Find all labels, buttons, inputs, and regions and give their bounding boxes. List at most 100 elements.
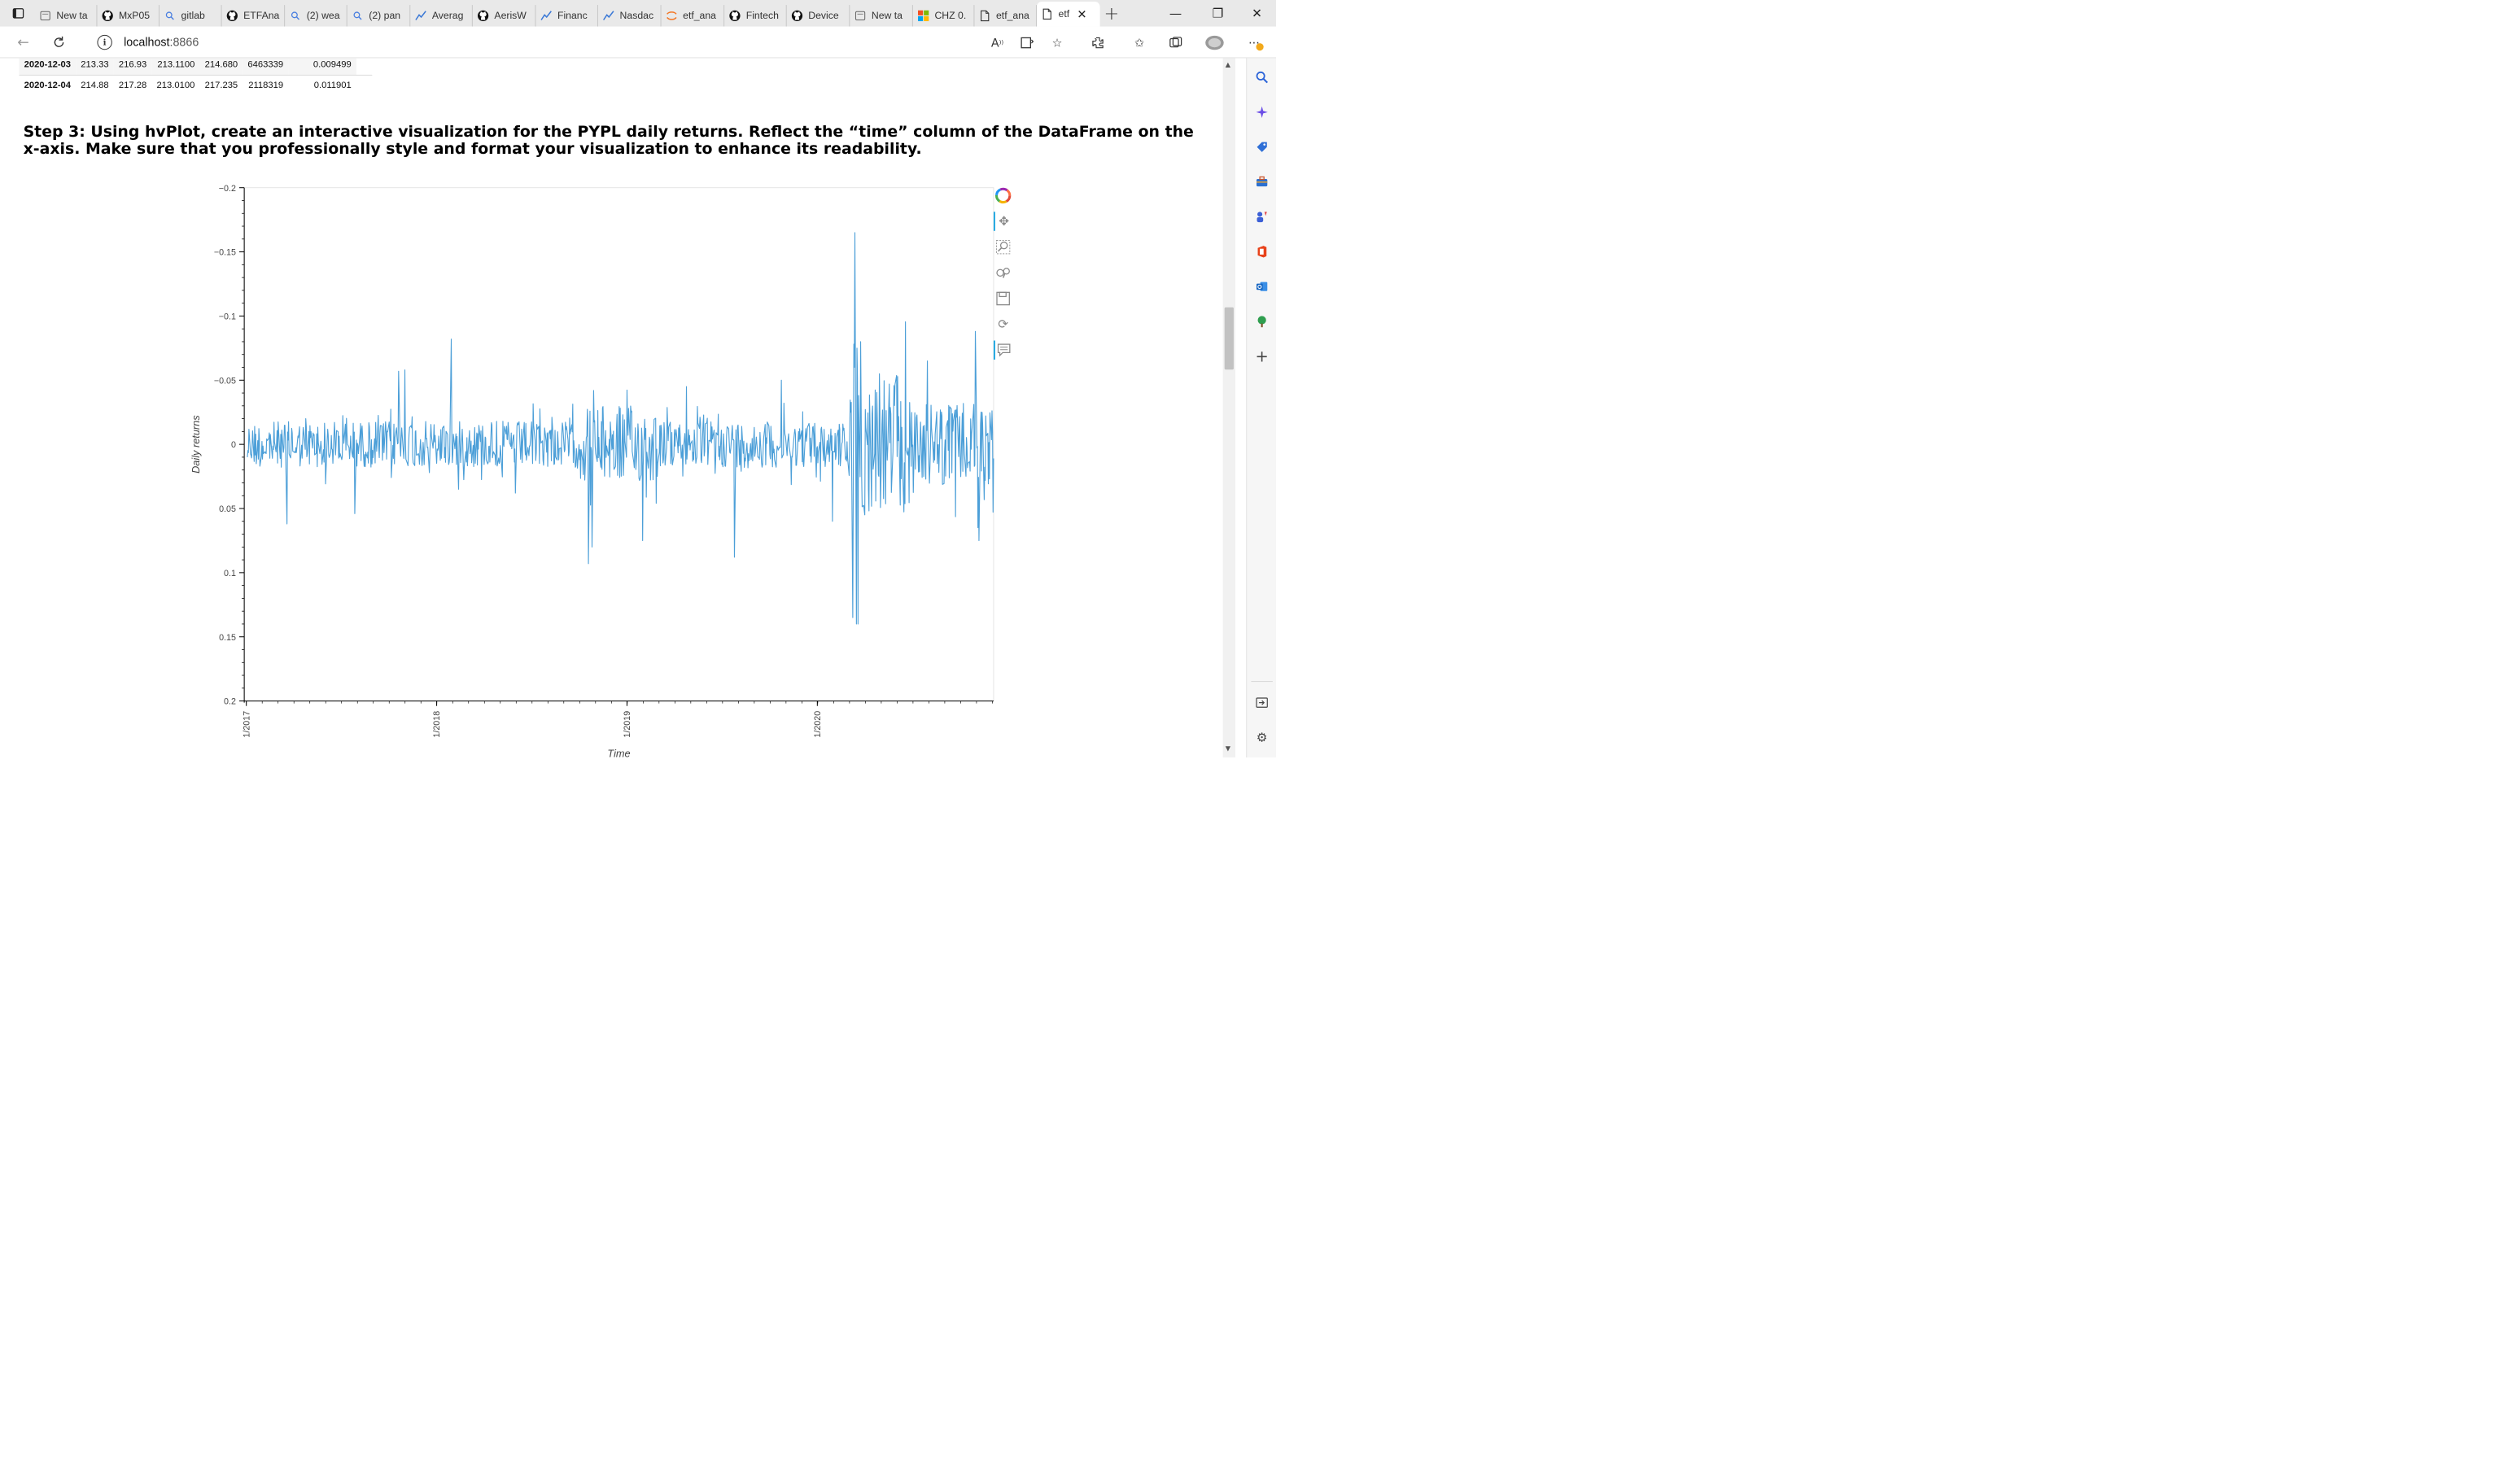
sidebar-settings-icon[interactable]: ⚙ <box>1256 730 1268 745</box>
shopping-tag-icon[interactable] <box>1252 137 1270 155</box>
save-tool-icon[interactable] <box>994 289 1012 308</box>
new-tab-button[interactable]: + <box>1104 2 1120 24</box>
scroll-up-icon[interactable]: ▲ <box>1225 60 1231 69</box>
office-icon[interactable] <box>1252 242 1270 260</box>
tab-title: Fintech <box>745 10 779 22</box>
outlook-icon[interactable] <box>1252 277 1270 295</box>
tab-title: New ta <box>56 10 88 22</box>
y-tick-label: 0 <box>231 440 236 450</box>
url-field[interactable]: i localhost:8866 <box>88 30 1077 55</box>
page-scrollbar[interactable]: ▲ ▼ <box>1222 58 1235 758</box>
document-icon <box>979 10 991 22</box>
cell-high: 216.93 <box>118 59 147 70</box>
address-bar: ← i localhost:8866 A)) ☆ ✩ ··· <box>0 26 1276 59</box>
tab-title: etf_ana <box>995 10 1029 22</box>
search-icon[interactable] <box>1252 68 1270 86</box>
x-tick-label: 1/2018 <box>432 711 442 738</box>
add-favorite-icon[interactable]: ☆ <box>1051 36 1063 50</box>
minimize-button[interactable]: — <box>1169 6 1182 21</box>
box-zoom-icon[interactable] <box>994 238 1012 256</box>
x-tick-label: 1/2019 <box>623 711 632 738</box>
table-divider <box>19 74 373 76</box>
tab-actions-icon[interactable] <box>9 4 27 22</box>
read-aloud-icon[interactable]: A)) <box>990 36 1004 50</box>
step-heading: Step 3: Using hvPlot, create an interact… <box>23 122 1194 158</box>
tree-icon[interactable] <box>1252 312 1270 330</box>
browser-tab[interactable]: MxP05 <box>97 5 160 27</box>
edge-sidebar: + ⚙ <box>1246 58 1276 758</box>
hover-tool-icon[interactable] <box>993 340 1012 360</box>
close-window-button[interactable]: ✕ <box>1252 6 1262 21</box>
games-icon[interactable] <box>1252 207 1270 225</box>
copilot-sparkle-icon[interactable] <box>1252 103 1270 121</box>
cell-open: 213.33 <box>81 59 109 70</box>
table-row: 2020-12-03 213.33 216.93 213.1100 214.680 646… <box>19 58 356 75</box>
windows-icon <box>917 10 929 22</box>
cell-low: 213.0100 <box>156 80 195 90</box>
search-icon <box>289 10 301 22</box>
wheel-zoom-icon[interactable] <box>994 264 1012 282</box>
browser-tab[interactable]: ETFAna <box>222 5 286 27</box>
y-tick-label: 0.1 <box>224 569 236 578</box>
chart-icon <box>414 10 426 22</box>
browser-tab[interactable]: etf_ana <box>974 5 1037 27</box>
browser-tab[interactable]: (2) wea <box>285 5 347 27</box>
browser-tab[interactable]: Averag <box>410 5 473 27</box>
close-tab-icon[interactable]: ✕ <box>1077 7 1087 21</box>
github-icon <box>791 10 803 22</box>
daily-returns-chart[interactable]: −0.2 −0.15 −0.1 −0.05 0 0.05 0.1 0.15 0.2 1/2017 1… <box>0 58 1223 757</box>
search-icon <box>352 10 364 22</box>
browser-tab[interactable]: (2) pan <box>347 5 411 27</box>
browser-tab[interactable]: AerisW <box>473 5 536 27</box>
hide-sidebar-icon[interactable] <box>1252 693 1270 711</box>
tab-title: New ta <box>871 10 903 22</box>
tab-title: Averag <box>431 10 464 22</box>
favorites-icon[interactable]: ✩ <box>1134 36 1145 50</box>
cell-ret: 0.009499 <box>312 59 352 70</box>
tab-title: (2) pan <box>369 10 401 22</box>
cell-ret: 0.011901 <box>313 80 352 90</box>
reset-tool-icon[interactable]: ⟳ <box>998 316 1009 332</box>
browser-tab[interactable]: New ta <box>35 5 98 27</box>
tab-title: etf <box>1058 8 1070 20</box>
extensions-icon[interactable] <box>1089 34 1106 51</box>
add-sidebar-app-icon[interactable]: + <box>1255 347 1269 366</box>
browser-tab[interactable]: gitlab <box>160 5 222 27</box>
bokeh-logo-icon[interactable] <box>994 186 1012 205</box>
browser-tab[interactable]: etf ✕ <box>1037 2 1100 27</box>
tab-title: ETFAna <box>243 10 280 22</box>
row-date: 2020-12-04 <box>24 80 72 90</box>
tab-title: (2) wea <box>306 10 340 22</box>
immersive-reader-icon[interactable] <box>1019 34 1036 51</box>
github-icon <box>102 10 114 22</box>
cell-low: 213.1100 <box>157 59 195 70</box>
refresh-button[interactable] <box>49 33 69 53</box>
back-button[interactable]: ← <box>17 33 29 51</box>
site-info-icon[interactable]: i <box>97 34 112 50</box>
y-tick-label: 0.2 <box>224 697 236 707</box>
plot-area <box>243 187 994 702</box>
chart-icon <box>602 10 614 22</box>
collections-icon[interactable] <box>1167 34 1184 51</box>
scroll-down-icon[interactable]: ▼ <box>1225 744 1231 753</box>
url-text: localhost:8866 <box>124 35 199 49</box>
browser-tab[interactable]: Device <box>787 5 850 27</box>
browser-tab[interactable]: CHZ 0. <box>913 5 975 27</box>
scroll-thumb[interactable] <box>1224 307 1234 370</box>
browser-tab[interactable]: Fintech <box>724 5 787 27</box>
tab-title: AerisW <box>494 10 527 22</box>
browser-tab[interactable]: New ta <box>850 5 913 27</box>
dataframe-table: 2020-12-03 213.33 216.93 213.1100 214.680 646… <box>19 58 356 95</box>
pan-tool-icon[interactable]: ✥ <box>993 212 1012 231</box>
browser-tab[interactable]: etf_ana <box>662 5 725 27</box>
github-icon <box>728 10 741 22</box>
browser-tab[interactable]: Financ <box>535 5 598 27</box>
profile-avatar[interactable] <box>1204 34 1226 51</box>
daily-returns-series-line <box>247 232 994 625</box>
restore-button[interactable]: ❐ <box>1212 6 1224 21</box>
tab-title: etf_ana <box>683 10 716 22</box>
browser-tab[interactable]: Nasdac <box>598 5 662 27</box>
y-tick-label: −0.15 <box>214 248 236 258</box>
tools-briefcase-icon[interactable] <box>1252 172 1270 190</box>
row-date: 2020-12-03 <box>24 59 72 70</box>
